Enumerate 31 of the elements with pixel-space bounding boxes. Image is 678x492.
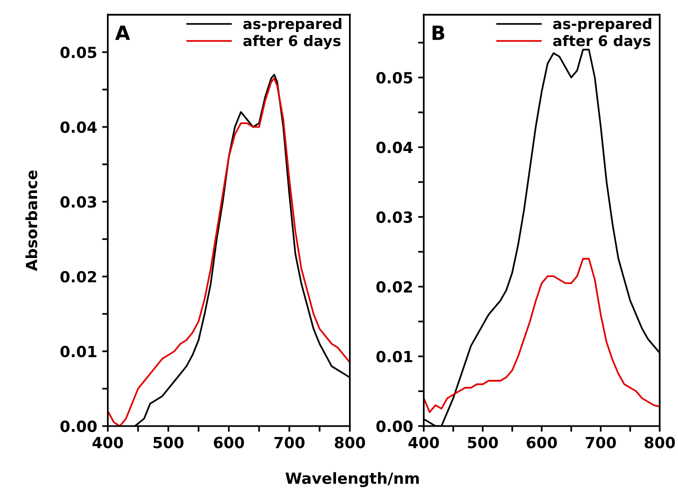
x-tick-label: 700 bbox=[274, 436, 305, 448]
y-tick-label: 0.01 bbox=[376, 350, 412, 362]
y-tick-label: 0.05 bbox=[60, 46, 96, 58]
x-tick-label: 500 bbox=[468, 436, 498, 448]
line-series bbox=[424, 258, 660, 413]
annotation: B bbox=[432, 26, 444, 40]
legend-label: as-prepared bbox=[553, 18, 652, 32]
y-tick-label: 0.05 bbox=[376, 72, 412, 84]
y-tick-label: 0.02 bbox=[376, 281, 412, 293]
annotation: A bbox=[115, 26, 130, 40]
x-tick-label: 400 bbox=[408, 436, 439, 448]
x-tick-label: 800 bbox=[644, 436, 675, 448]
y-axis-title: Absorbance bbox=[25, 170, 38, 272]
y-tick-label: 0.04 bbox=[376, 142, 413, 154]
x-tick-label: 500 bbox=[154, 436, 184, 448]
x-axis-title: Wavelength/nm bbox=[286, 472, 419, 488]
y-tick-label: 0.00 bbox=[376, 420, 413, 432]
legend-label: as-prepared bbox=[243, 18, 342, 32]
y-tick-label: 0.03 bbox=[60, 196, 96, 208]
y-tick-label: 0.04 bbox=[60, 121, 97, 133]
legend-label: after 6 days bbox=[243, 34, 341, 50]
x-tick-label: 600 bbox=[214, 436, 244, 448]
y-tick-label: 0.03 bbox=[376, 211, 412, 223]
y-tick-label: 0.00 bbox=[60, 420, 97, 432]
legend-label: after 6 days bbox=[553, 34, 650, 50]
x-tick-label: 800 bbox=[334, 436, 366, 448]
x-tick-label: 400 bbox=[92, 436, 124, 448]
y-tick-label: 0.02 bbox=[60, 270, 96, 283]
x-tick-label: 600 bbox=[526, 436, 557, 448]
y-tick-label: 0.01 bbox=[60, 346, 96, 358]
x-tick-label: 700 bbox=[586, 436, 616, 448]
